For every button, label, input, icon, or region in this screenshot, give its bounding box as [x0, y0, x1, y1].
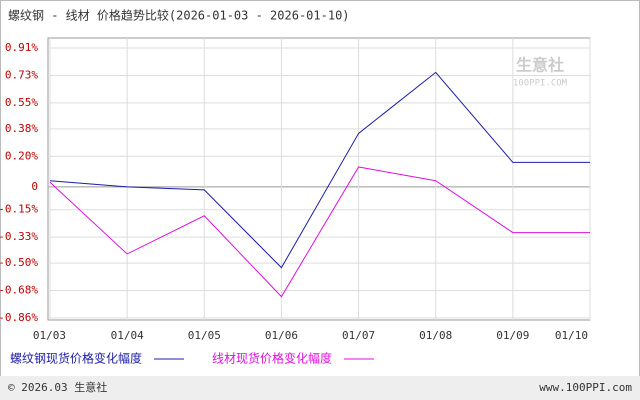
y-tick-label: 0.91%	[5, 41, 38, 54]
x-tick-label: 01/04	[111, 329, 144, 342]
x-tick-label: 01/07	[342, 329, 375, 342]
footer-left: © 2026.03 生意社	[8, 380, 107, 394]
chart-title: 螺纹钢 - 线材 价格趋势比较(2026-01-03 - 2026-01-10)	[8, 8, 350, 23]
x-tick-label: 01/05	[188, 329, 221, 342]
watermark: 100PPI.COM	[513, 79, 568, 89]
y-tick-label: 0.38%	[5, 122, 38, 135]
y-tick-label: -0.50%	[0, 256, 38, 269]
x-tick-label: 01/03	[33, 329, 66, 342]
footer-right: www.100PPI.com	[539, 381, 632, 394]
y-tick-label: -0.15%	[0, 203, 38, 216]
y-tick-label: -0.86%	[0, 311, 38, 324]
y-tick-label: 0.20%	[5, 149, 38, 162]
legend-label: 线材现货价格变化幅度	[212, 351, 332, 366]
y-tick-label: 0	[31, 180, 38, 193]
x-tick-label: 01/08	[419, 329, 452, 342]
footer-bar	[0, 376, 640, 400]
series-line	[49, 71, 590, 269]
y-tick-label: 0.73%	[5, 68, 38, 81]
series-line	[49, 166, 590, 298]
x-tick-label: 01/09	[496, 329, 529, 342]
y-tick-label: 0.55%	[5, 96, 38, 109]
x-tick-label: 01/10	[555, 329, 588, 342]
y-tick-label: -0.68%	[0, 284, 38, 297]
x-tick-label: 01/06	[265, 329, 298, 342]
y-tick-label: -0.33%	[0, 230, 38, 243]
watermark: 生意社	[516, 56, 564, 75]
plot-area	[47, 37, 591, 321]
legend-label: 螺纹钢现货价格变化幅度	[10, 351, 142, 366]
